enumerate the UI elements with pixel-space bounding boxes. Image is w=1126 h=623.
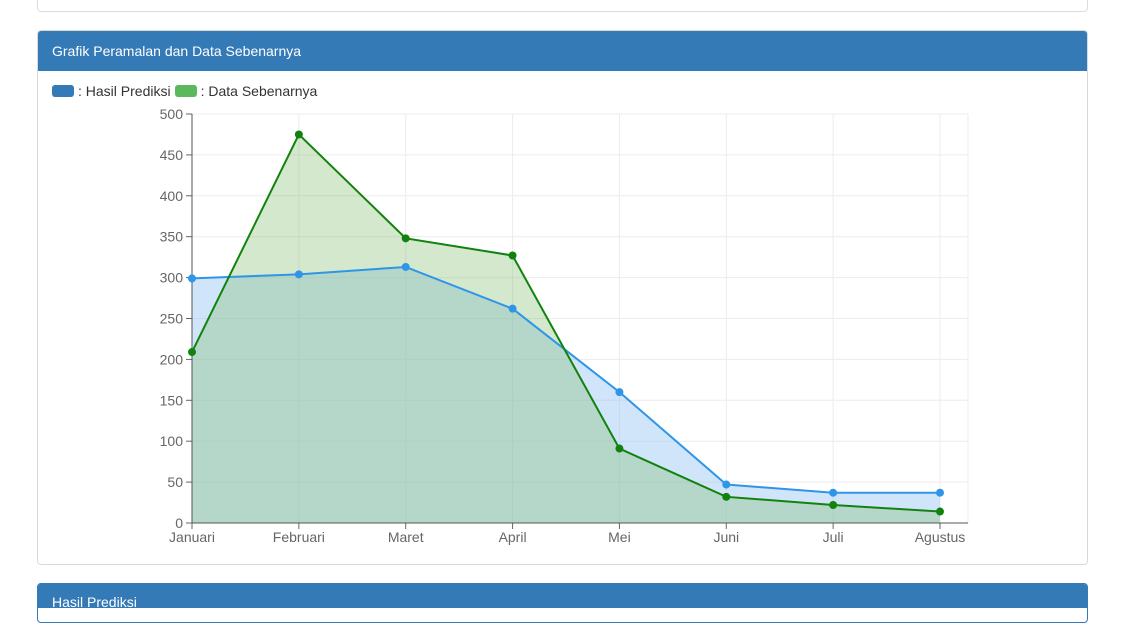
x-tick-label: Februari [273, 529, 325, 545]
series-area-0 [192, 266, 940, 523]
data-point-s0-2 [401, 262, 410, 271]
data-point-s0-3 [508, 304, 517, 313]
data-point-s1-0 [188, 348, 196, 357]
legend-swatch-prediksi [52, 85, 74, 97]
y-tick-label: 150 [160, 392, 184, 408]
data-point-s1-2 [401, 234, 410, 243]
y-tick-label: 250 [160, 311, 184, 327]
y-tick-label: 350 [160, 229, 184, 245]
y-tick-label: 300 [160, 270, 184, 286]
x-tick-label: Juli [823, 529, 844, 545]
data-point-s0-5 [722, 480, 731, 489]
y-tick-label: 100 [160, 433, 184, 449]
results-panel-title: Hasil Prediksi [38, 584, 1087, 610]
series-line-1 [191, 132, 941, 513]
data-point-s0-4 [615, 388, 624, 397]
y-tick-label: 200 [160, 351, 184, 367]
x-tick-label: Maret [388, 529, 424, 545]
y-tick-label: 50 [167, 474, 183, 490]
data-point-s1-3 [508, 251, 517, 260]
data-point-s1-7 [936, 507, 944, 516]
legend-label-prediksi: : Hasil Prediksi [78, 83, 171, 99]
x-tick-label: Mei [608, 529, 631, 545]
y-tick-label: 400 [160, 188, 184, 204]
data-point-s0-7 [936, 488, 944, 497]
results-panel: Hasil Prediksi [37, 583, 1088, 623]
chart-legend: : Hasil Prediksi : Data Sebenarnya [52, 83, 321, 99]
y-tick-label: 500 [160, 106, 184, 122]
data-point-s1-5 [722, 492, 731, 501]
data-point-s0-0 [188, 274, 196, 283]
data-point-s0-1 [294, 270, 303, 279]
x-tick-label: Januari [169, 529, 215, 545]
y-tick-label: 450 [160, 147, 184, 163]
series-area-1 [192, 134, 940, 523]
top-panel [37, 0, 1088, 12]
data-point-s1-1 [294, 130, 303, 139]
y-tick-label: 0 [175, 515, 183, 531]
x-tick-label: April [499, 529, 527, 545]
legend-swatch-sebenarnya [174, 85, 197, 97]
data-point-s0-6 [829, 488, 838, 497]
chart-panel: Grafik Peramalan dan Data Sebenarnya : H… [37, 30, 1088, 565]
data-point-s1-4 [615, 444, 624, 453]
chart-panel-title: Grafik Peramalan dan Data Sebenarnya [38, 31, 1087, 71]
data-point-s1-6 [829, 501, 838, 510]
line-area-chart: 0 50 100 150 200 250 300 350 400 450 500 Januari Feb… [160, 106, 969, 545]
x-tick-label: Juni [713, 529, 739, 545]
legend-label-sebenarnya: : Data Sebenarnya [200, 83, 318, 99]
x-tick-label: Agustus [915, 529, 966, 545]
